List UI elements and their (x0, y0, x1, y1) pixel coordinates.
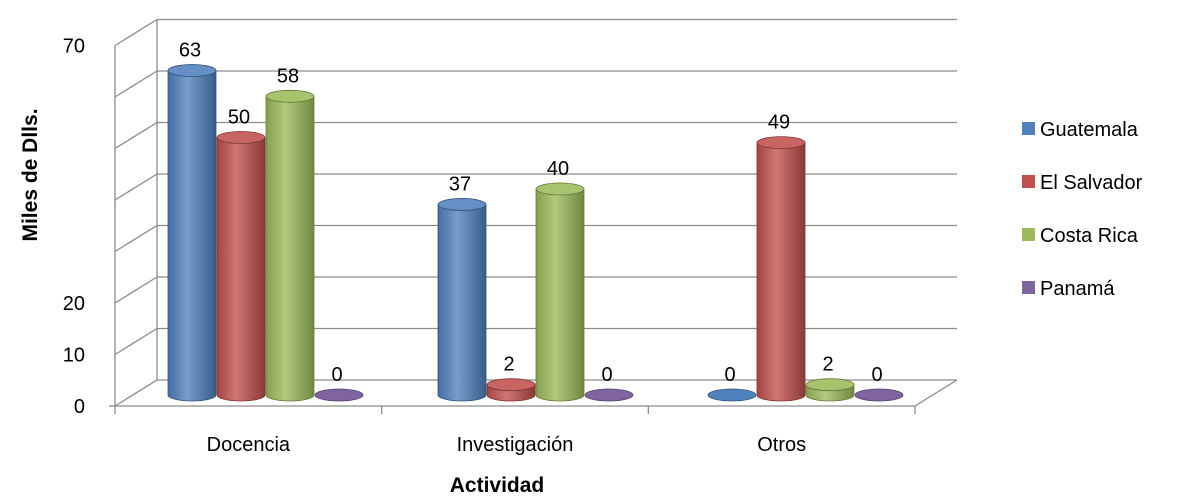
legend-swatch (1022, 281, 1035, 294)
floor-right-edge (914, 379, 958, 407)
data-label: 58 (277, 65, 299, 87)
bar-top-cap (437, 198, 487, 211)
bar-costa-rica-investigación (535, 188, 585, 402)
data-label: 0 (724, 364, 735, 386)
bar-top-cap (756, 136, 806, 150)
legend-swatch (1022, 228, 1035, 241)
legend-swatch (1022, 122, 1035, 135)
legend: Guatemala El Salvador Costa Rica Panamá (1022, 119, 1143, 300)
side-wall-line (114, 18, 158, 47)
data-label: 2 (503, 354, 514, 376)
legend-label: Guatemala (1040, 119, 1139, 141)
legend-label: Costa Rica (1040, 225, 1139, 247)
bar-el-salvador-docencia (216, 137, 266, 402)
bar-guatemala-investigación (437, 204, 487, 402)
data-label: 0 (331, 364, 342, 386)
y-tick-label: 10 (63, 345, 85, 367)
data-label: 49 (768, 112, 790, 134)
legend-label: Panamá (1040, 278, 1115, 300)
data-label: 37 (449, 173, 471, 195)
bar-panamá-docencia (314, 388, 364, 402)
category-labels: Docencia Investigación Otros (207, 434, 806, 456)
legend-label: El Salvador (1040, 172, 1143, 194)
y-axis-title: Miles de Dlls. (19, 108, 42, 241)
y-tick-label: 0 (74, 396, 85, 418)
axes (109, 19, 958, 414)
side-wall-line (114, 70, 158, 98)
bars (167, 64, 904, 402)
data-label: 0 (601, 364, 612, 386)
bar-guatemala-docencia (167, 70, 217, 402)
category-label: Otros (757, 434, 806, 456)
bar-panamá-otros (854, 388, 904, 402)
side-wall-line (114, 379, 158, 407)
category-label: Investigación (457, 434, 574, 456)
data-label: 2 (822, 354, 833, 376)
bar-top-cap (167, 64, 217, 77)
legend-swatch (1022, 175, 1035, 188)
side-wall-line (114, 224, 158, 253)
y-tick-label: 20 (63, 293, 85, 315)
data-label: 63 (179, 40, 201, 62)
bar-top-cap (805, 378, 855, 392)
data-label: 40 (547, 158, 569, 180)
x-axis-title: Actividad (450, 474, 545, 497)
category-label: Docencia (207, 434, 291, 456)
bar-top-cap (216, 131, 266, 144)
data-label: 50 (228, 107, 250, 129)
bar-panamá-investigación (584, 388, 634, 402)
y-tick-label: 70 (63, 36, 85, 58)
bar-top-cap (535, 182, 585, 196)
side-wall-line (114, 327, 158, 356)
bar-guatemala-otros (707, 388, 757, 402)
data-label: 0 (871, 364, 882, 386)
y-tick-labels: 0 10 20 70 (63, 36, 85, 419)
bar-costa-rica-docencia (265, 95, 315, 402)
data-labels: 63 50 58 0 37 2 40 0 0 49 2 0 (179, 40, 883, 386)
bar-top-cap (265, 89, 315, 103)
side-wall-line (114, 173, 158, 201)
side-wall-line (114, 121, 158, 150)
side-wall-line (114, 276, 158, 304)
bar-top-cap (486, 378, 536, 392)
bar-el-salvador-otros (756, 142, 806, 402)
